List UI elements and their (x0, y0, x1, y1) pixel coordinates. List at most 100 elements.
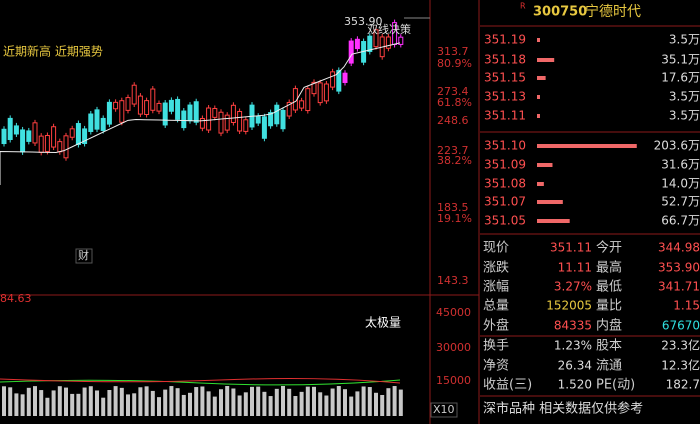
stat-label: 收益(三) (483, 378, 532, 393)
stat-label: 最低 (596, 280, 622, 295)
price-tick-label: 273.4 (437, 85, 469, 98)
price-tick-label: 143.3 (437, 274, 469, 287)
candle (230, 104, 236, 123)
book-price: 351.09 (484, 158, 526, 172)
candle (373, 29, 379, 48)
vol-bar (132, 393, 137, 416)
stat-value: 1.520 (558, 378, 592, 392)
ma-line (0, 42, 401, 185)
price-tick-label: 183.5 (437, 201, 469, 214)
vol-bar (119, 387, 124, 416)
candle (119, 100, 125, 123)
candle (20, 129, 26, 153)
vol-bar (8, 387, 13, 416)
candle (69, 128, 75, 138)
vol-bar (380, 394, 385, 416)
book-bar (537, 144, 637, 148)
candle (82, 128, 88, 144)
book-bar (537, 58, 555, 62)
book-qty: 3.5万 (669, 33, 700, 47)
book-qty: 14.0万 (661, 177, 700, 191)
book-qty: 52.7万 (661, 195, 700, 209)
book-price: 351.05 (484, 214, 526, 228)
stat-label: 现价 (483, 241, 509, 256)
candle (63, 135, 69, 159)
footer: 深市品种 相关数据仅供参考 (483, 401, 643, 417)
vol-bar (219, 389, 223, 416)
vol-bar (268, 396, 273, 416)
vol-bar (26, 387, 31, 416)
candles (0, 19, 404, 416)
book-price: 351.11 (484, 109, 526, 123)
vol-bar (250, 386, 254, 416)
stock-name: 宁德时代 (585, 3, 641, 20)
vol-bar (398, 389, 403, 416)
vol-bar (361, 386, 366, 416)
price-tick-label: 61.8% (437, 96, 472, 109)
candle (32, 122, 38, 144)
vol-bar (231, 388, 236, 416)
candle (168, 99, 174, 112)
vol-bar (76, 393, 81, 416)
volume-tick-label: 30000 (436, 341, 471, 354)
book-qty: 3.5万 (669, 90, 700, 104)
candle (181, 110, 187, 129)
vol-bar (330, 388, 335, 416)
candle (212, 108, 218, 118)
stat-value: 3.27% (554, 280, 592, 294)
candle (100, 117, 106, 131)
vol-bar (169, 386, 174, 416)
vol-bar (144, 386, 149, 416)
volume-tick-label: 15000 (436, 374, 471, 387)
badge-box (75, 248, 93, 264)
candle (330, 71, 336, 88)
candle (299, 100, 305, 109)
book-price: 351.10 (484, 139, 526, 153)
candle (162, 102, 168, 126)
candle (274, 104, 280, 125)
vol-bar (88, 386, 93, 416)
vol-bar (343, 389, 347, 416)
vol-bar (318, 392, 323, 416)
candle (354, 38, 360, 50)
stat-value: 341.71 (658, 280, 700, 294)
candle (317, 82, 323, 104)
vol-bar (150, 390, 155, 416)
vol-bar (2, 386, 6, 416)
candle (150, 88, 156, 111)
candle (57, 141, 63, 153)
vol-bar (305, 386, 310, 416)
candle (280, 109, 286, 130)
stat-value: 182.7 (666, 378, 700, 392)
stat-value: 26.34 (558, 359, 592, 373)
candle (1, 128, 7, 145)
candle (175, 98, 181, 120)
vol-bar (107, 390, 112, 416)
stat-value: 12.3亿 (661, 358, 700, 373)
vol-bar (51, 390, 56, 416)
stat-label: 股本 (596, 339, 622, 354)
vol-bar (64, 387, 68, 416)
indicator: 双线决策 (367, 22, 411, 36)
stat-label: 外盘 (483, 318, 509, 334)
book-qty: 35.1万 (661, 53, 700, 67)
candle (286, 101, 292, 117)
stat-label: 涨幅 (483, 280, 509, 295)
candle (224, 114, 230, 131)
vol-bar (374, 392, 378, 416)
stat-label: 换手 (483, 339, 509, 354)
stat-label: 最高 (596, 260, 622, 276)
book-price: 351.19 (484, 33, 526, 47)
vol-bar (20, 394, 25, 416)
book-price: 351.18 (484, 53, 526, 67)
vol-bar (274, 388, 279, 416)
candle (255, 115, 261, 124)
book-bar (537, 182, 544, 186)
stat-value: 11.11 (558, 261, 592, 275)
candle (13, 125, 19, 135)
vol-bar (293, 396, 298, 416)
book-bar (537, 219, 570, 223)
stat-label: 净资 (483, 359, 509, 374)
vol-bar (194, 387, 199, 416)
stat-value: 1.15 (673, 299, 700, 313)
